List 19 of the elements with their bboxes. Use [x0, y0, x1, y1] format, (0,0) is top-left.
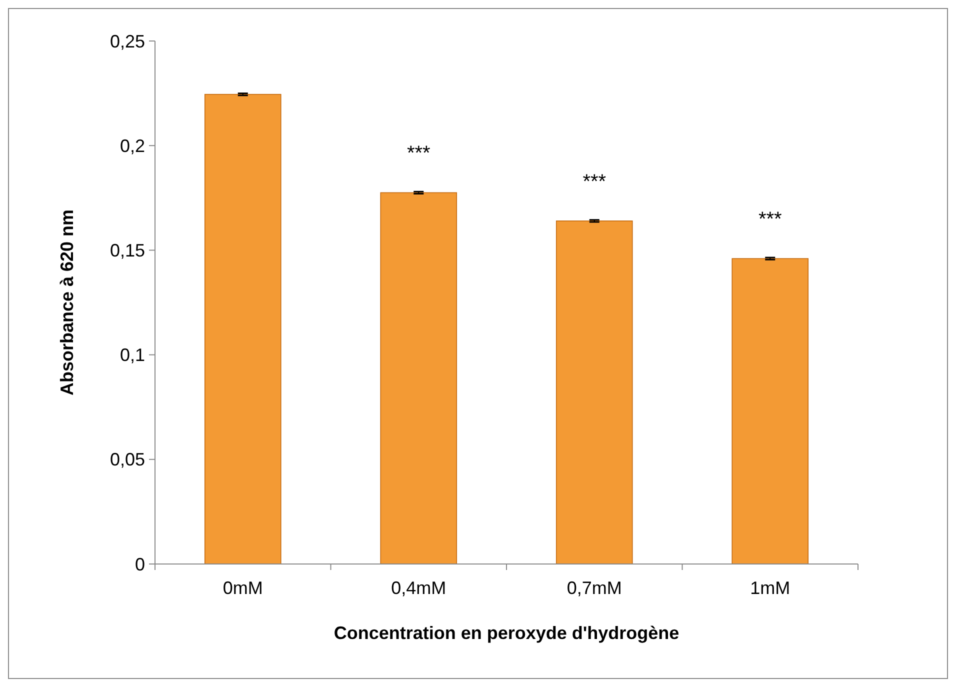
bar — [204, 94, 282, 564]
annotation: *** — [582, 170, 606, 193]
bar — [380, 192, 458, 564]
x-tick-label: 0,4mM — [391, 578, 446, 598]
x-tick-label: 0mM — [222, 578, 263, 598]
y-tick-label: 0,2 — [120, 136, 145, 156]
annotation: *** — [406, 142, 431, 165]
x-tick-label: 1mM — [750, 578, 790, 598]
x-axis-title: Concentration en peroxyde d'hydrogène — [334, 623, 680, 643]
x-tick-label: 0,7mM — [566, 578, 622, 598]
y-tick-label: 0,1 — [120, 345, 145, 366]
annotation: *** — [758, 208, 782, 231]
y-axis-title: Absorbance à 620 nm — [57, 209, 77, 396]
y-tick-label: 0,25 — [110, 31, 145, 52]
y-tick-label: 0,05 — [110, 450, 145, 470]
y-tick-label: 0 — [134, 554, 145, 574]
bar — [732, 258, 809, 564]
bar — [556, 220, 633, 564]
y-tick-label: 0,15 — [110, 240, 145, 260]
